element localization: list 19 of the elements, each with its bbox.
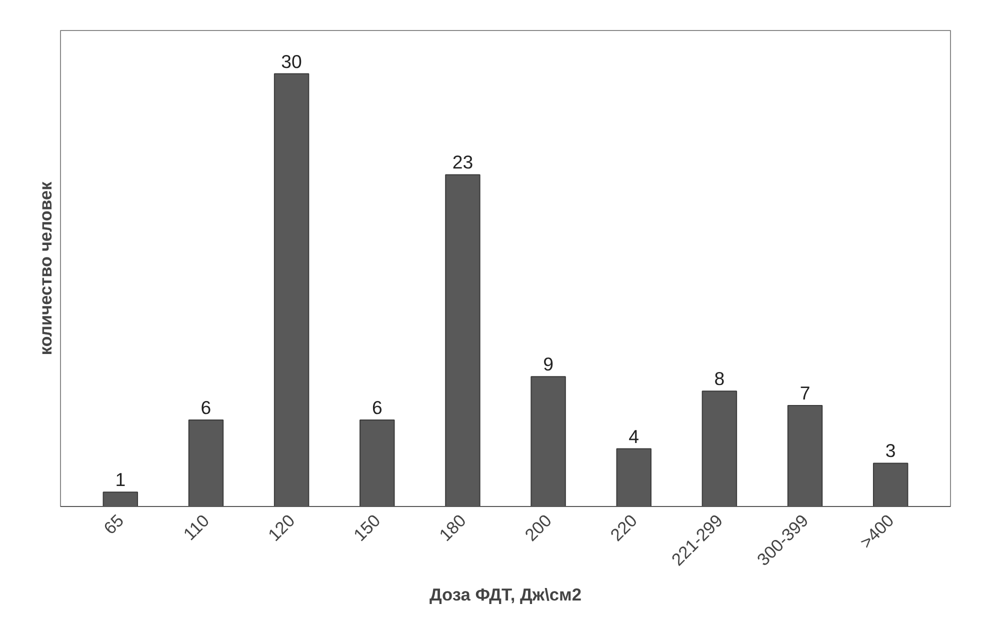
- x-tick-label: 65: [100, 510, 128, 538]
- data-label: 7: [800, 382, 810, 404]
- x-tick-label: 180: [435, 510, 470, 546]
- data-label: 4: [628, 426, 640, 447]
- data-label: 23: [452, 152, 474, 173]
- data-label: 8: [714, 368, 725, 390]
- data-label: 30: [281, 50, 302, 72]
- x-tick-label: 120: [264, 510, 299, 546]
- x-tick-label: 200: [520, 510, 556, 546]
- x-tick-label: 150: [350, 510, 384, 546]
- x-axis-title: Доза ФДТ, Дж\см2: [429, 584, 582, 605]
- data-label: 1: [115, 469, 126, 490]
- data-label: 6: [200, 396, 212, 418]
- x-tick-label: 220: [606, 510, 641, 546]
- data-label: 9: [543, 354, 554, 375]
- data-label: 6: [372, 396, 382, 418]
- data-label: 3: [885, 440, 896, 462]
- x-tick-label: 110: [179, 510, 214, 544]
- y-axis-title: количество человек: [36, 181, 56, 356]
